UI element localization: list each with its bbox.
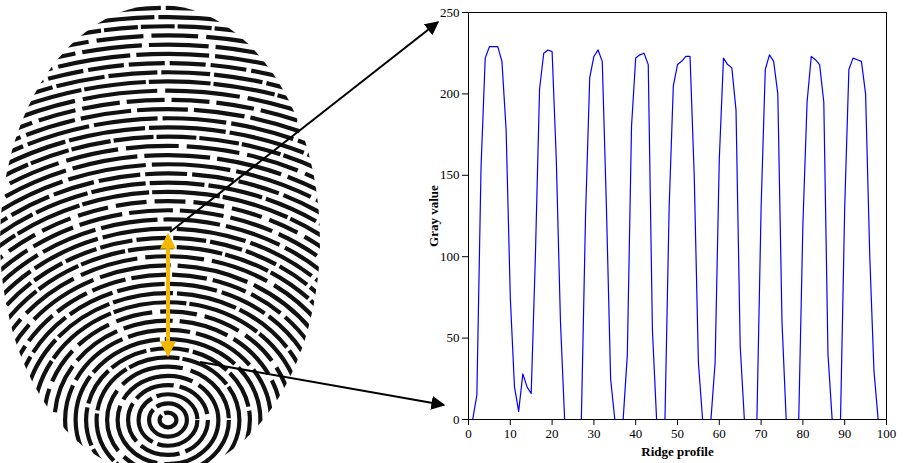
svg-text:30: 30 [587, 426, 600, 441]
svg-text:0: 0 [465, 426, 472, 441]
svg-text:70: 70 [755, 426, 768, 441]
svg-text:80: 80 [796, 426, 809, 441]
svg-text:0: 0 [453, 412, 460, 427]
svg-text:200: 200 [440, 86, 460, 101]
svg-text:250: 250 [440, 5, 460, 20]
svg-text:100: 100 [440, 249, 460, 264]
svg-text:Ridge profile: Ridge profile [641, 444, 714, 459]
svg-text:10: 10 [504, 426, 517, 441]
svg-text:60: 60 [713, 426, 726, 441]
svg-text:20: 20 [546, 426, 559, 441]
svg-text:50: 50 [671, 426, 684, 441]
svg-text:Gray value: Gray value [426, 185, 441, 247]
svg-text:90: 90 [838, 426, 851, 441]
svg-text:40: 40 [629, 426, 642, 441]
svg-text:50: 50 [447, 330, 460, 345]
svg-text:100: 100 [877, 426, 897, 441]
svg-text:150: 150 [440, 167, 460, 182]
